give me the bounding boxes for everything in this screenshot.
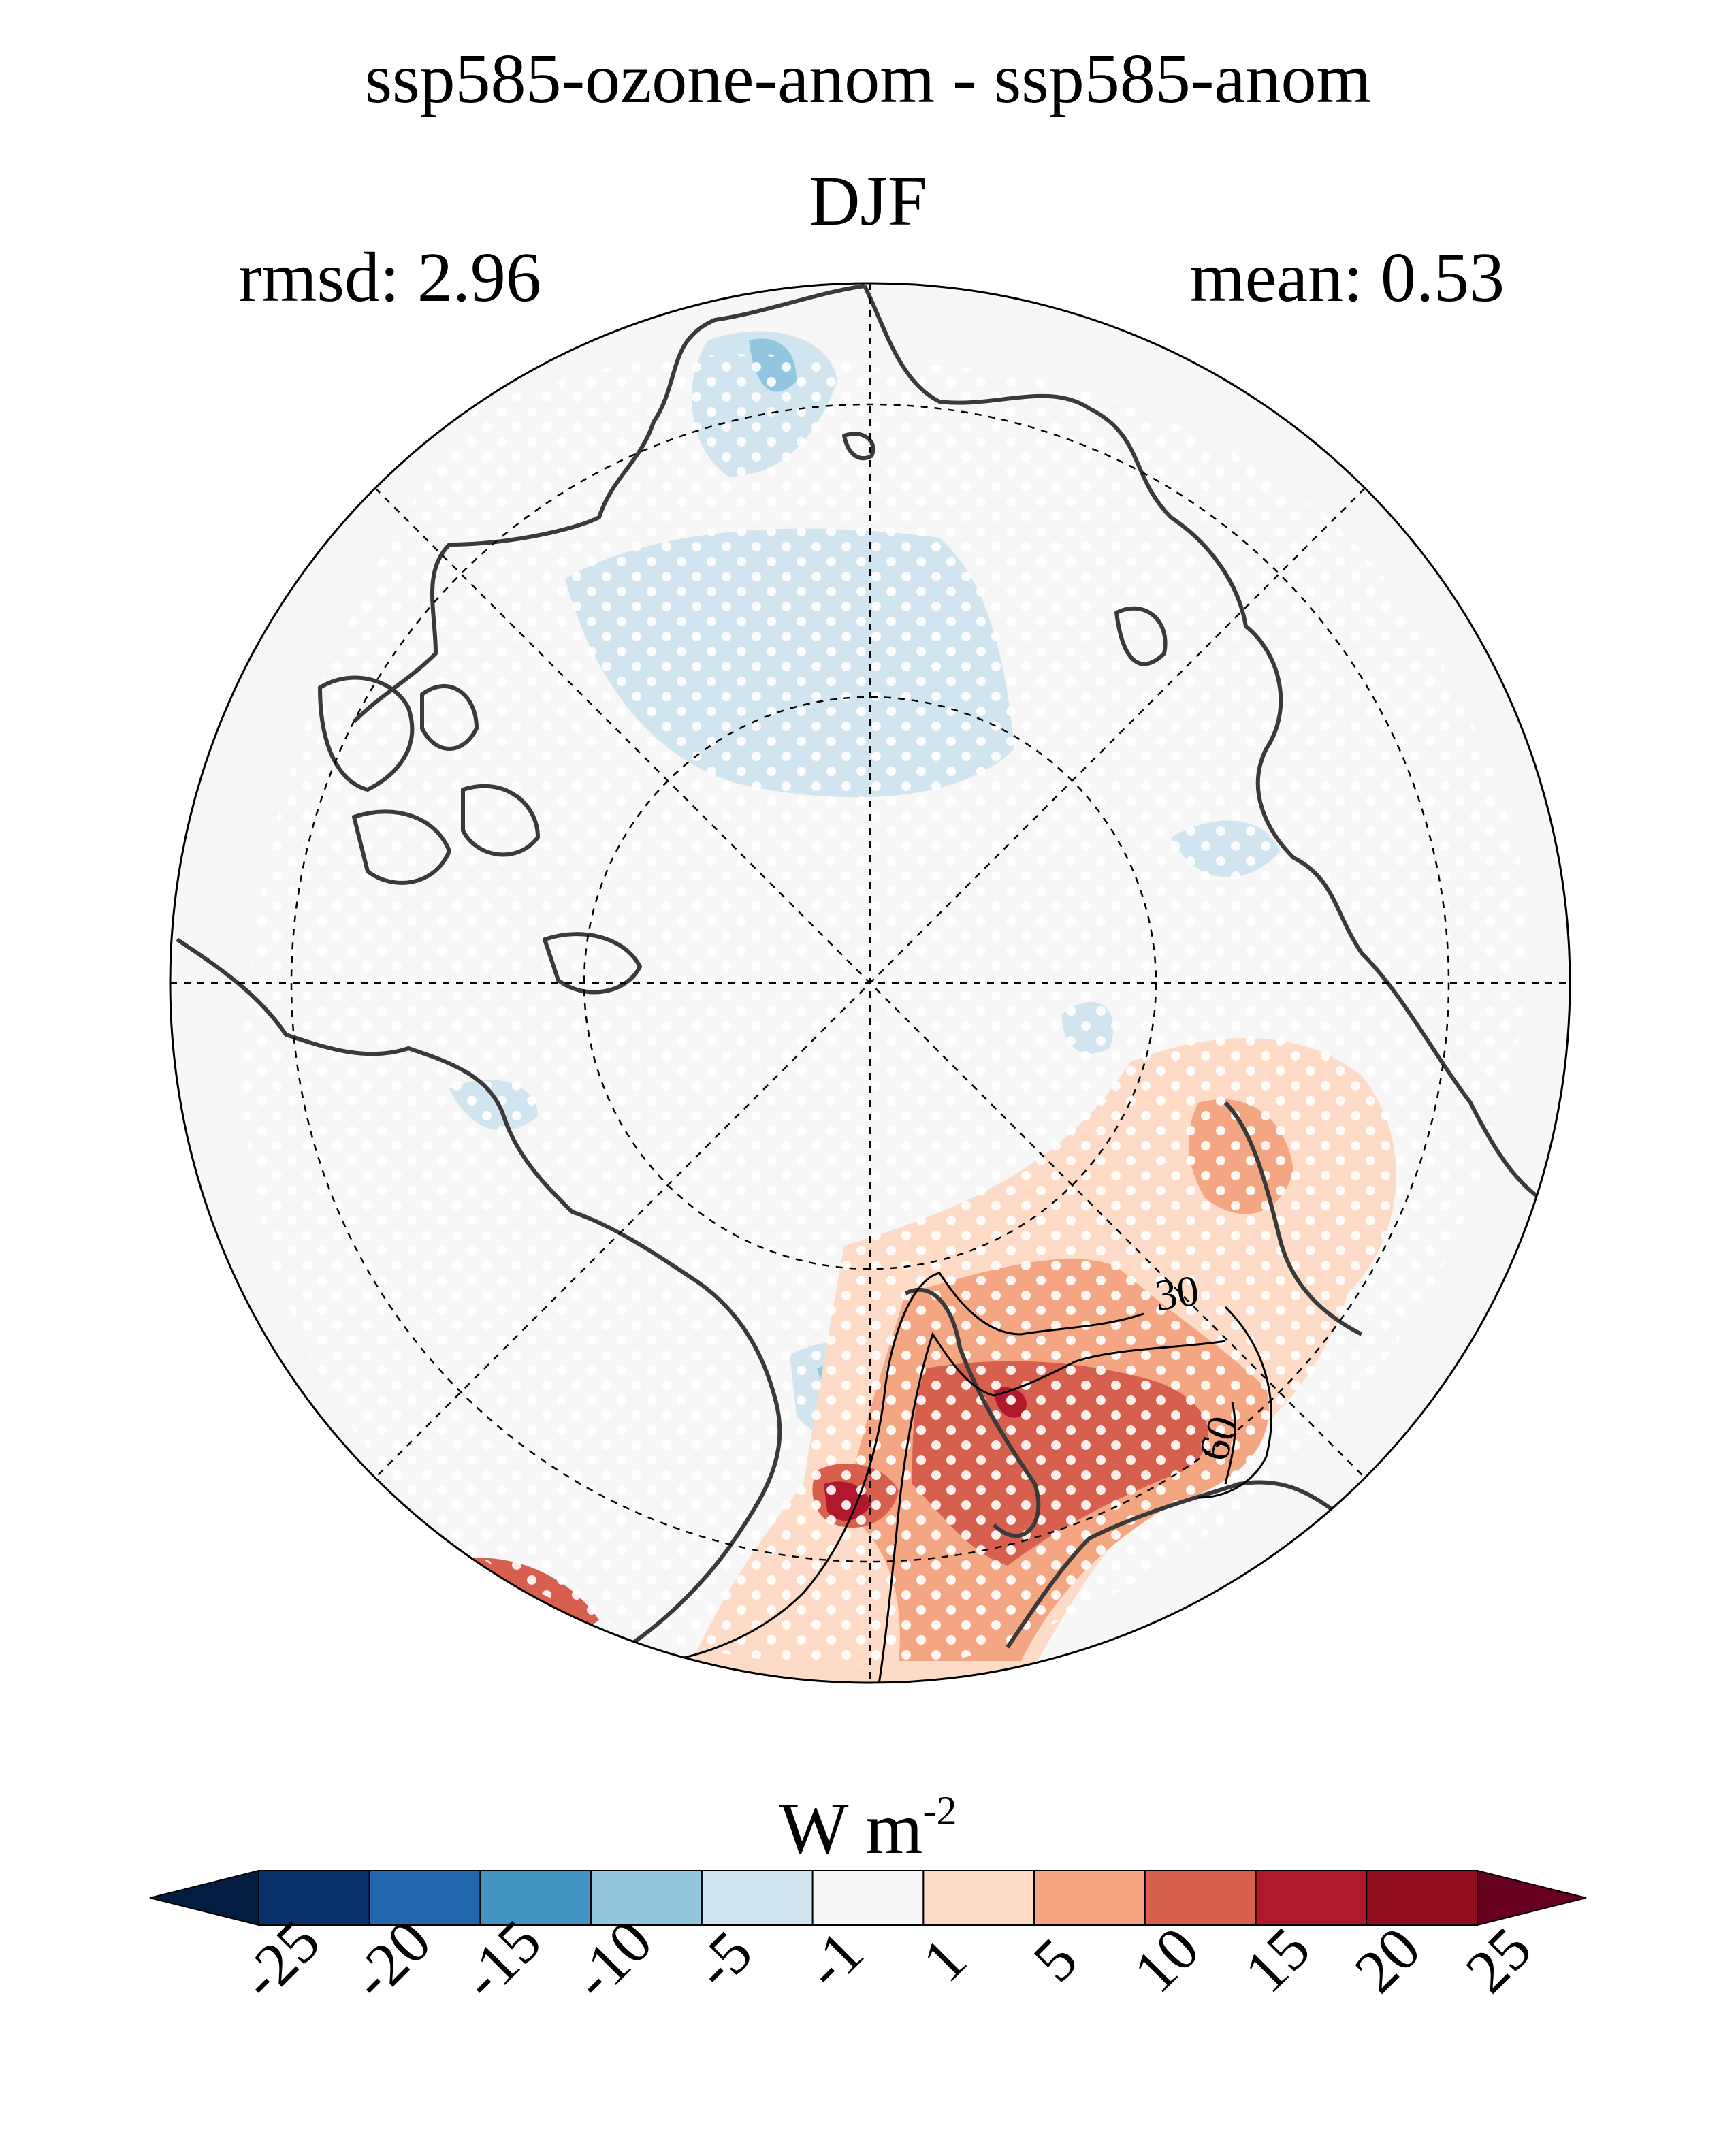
colorbar-swatch bbox=[368, 1870, 481, 1926]
mean-stat: mean: 0.53 bbox=[1189, 238, 1505, 317]
season-label: DJF bbox=[809, 162, 927, 240]
colorbar-swatch bbox=[701, 1870, 814, 1926]
coastline-novaya-zemlya bbox=[904, 1287, 1041, 1538]
coastline-archipelago bbox=[842, 432, 875, 461]
contour-label: 30 bbox=[1152, 1266, 1202, 1320]
coastline-greenland bbox=[352, 284, 865, 724]
latitude-circle bbox=[290, 403, 1450, 1563]
coastline-eurasia bbox=[863, 285, 1566, 1214]
coastline-archipelago bbox=[461, 784, 540, 857]
contour-line-60 bbox=[1224, 1402, 1236, 1485]
map-title: ssp585-ozone-anom - ssp585-anom bbox=[364, 39, 1372, 118]
colorbar-extend-low bbox=[149, 1869, 259, 1926]
colorbar-unit-label: W m-2 bbox=[0, 1790, 1736, 1866]
significance-stippling bbox=[243, 354, 1528, 1666]
colorbar-swatch bbox=[811, 1870, 925, 1926]
coastline-north-america bbox=[176, 937, 782, 1649]
colorbar-swatch bbox=[479, 1870, 592, 1926]
coastline-archipelago bbox=[318, 675, 415, 792]
colorbar-swatch bbox=[1033, 1870, 1146, 1926]
coastline-archipelago bbox=[352, 809, 451, 885]
map-boundary bbox=[169, 282, 1571, 1684]
coastline-archipelago bbox=[1114, 606, 1168, 666]
coastline-scandinavia bbox=[1223, 1101, 1363, 1336]
contour-line-30 bbox=[666, 1272, 1144, 1662]
colorbar-swatch bbox=[590, 1870, 703, 1926]
polar-map: 30 60 bbox=[169, 282, 1571, 1684]
contour-line-30 bbox=[1197, 1306, 1272, 1499]
colorbar-swatch bbox=[922, 1870, 1035, 1926]
coastline-archipelago bbox=[543, 932, 642, 995]
colorbar-swatch bbox=[1255, 1870, 1368, 1926]
colorbar-unit-base: W m bbox=[779, 1788, 923, 1869]
colorbar bbox=[149, 1869, 1587, 1926]
colorbar-unit-exponent: -2 bbox=[922, 1788, 957, 1833]
colorbar-swatch bbox=[1144, 1870, 1257, 1926]
coastline-archipelago bbox=[420, 684, 479, 751]
meridian-line bbox=[374, 487, 1366, 1479]
coastline-iceland bbox=[1006, 1480, 1336, 1649]
colorbar-swatch bbox=[1366, 1870, 1478, 1926]
rmsd-stat: rmsd: 2.96 bbox=[238, 238, 541, 317]
